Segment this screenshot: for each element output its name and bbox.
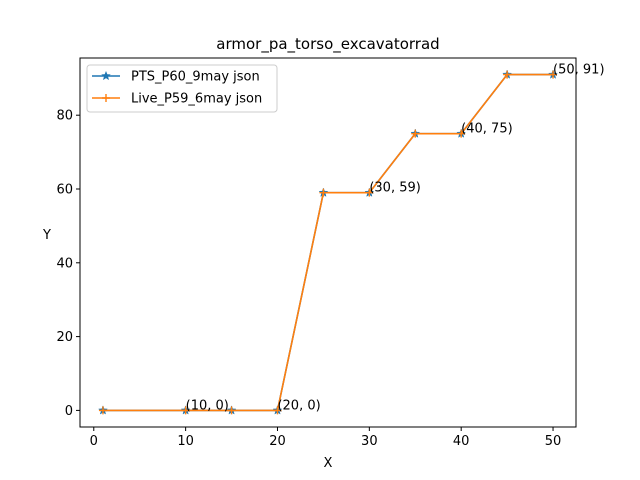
legend: PTS_P60_9may json Live_P59_6may json: [86, 64, 278, 113]
y-axis-label: Y: [42, 228, 51, 243]
data-point: [273, 406, 282, 415]
series-2: [98, 70, 558, 415]
point-annotation: (20, 0): [277, 398, 320, 413]
chart-title: armor_pa_torso_excavatorrad: [216, 35, 439, 54]
legend-marker: [102, 94, 110, 102]
y-tick-label: 40: [56, 256, 73, 271]
x-axis: 0 10 20 30 40 50: [90, 427, 562, 449]
x-tick-label: 50: [545, 434, 562, 449]
y-tick-label: 60: [56, 182, 73, 197]
x-tick-label: 30: [361, 434, 378, 449]
series-line: [102, 73, 554, 412]
point-annotation: (50, 91): [553, 63, 605, 78]
data-point: [457, 129, 466, 138]
legend-entry: Live_P59_6may json: [92, 92, 262, 107]
point-annotation: (40, 75): [461, 122, 513, 137]
y-tick-label: 80: [56, 109, 73, 124]
legend-box: [86, 64, 278, 113]
y-axis: 0 20 40 60 80: [56, 109, 80, 419]
data-point: [411, 129, 420, 138]
x-tick-label: 40: [453, 434, 470, 449]
x-tick-label: 20: [269, 434, 286, 449]
legend-marker: [101, 70, 111, 81]
y-tick-label: 20: [56, 330, 73, 345]
data-point: [503, 70, 512, 79]
point-annotation: (30, 59): [369, 181, 421, 196]
data-point: [549, 70, 558, 79]
data-point: [181, 406, 190, 415]
x-tick-label: 10: [177, 434, 194, 449]
data-point: [98, 406, 107, 415]
y-tick-label: 0: [65, 404, 73, 419]
annotation-layer: (10, 0) (20, 0) (30, 59) (40, 75) (50, 91): [186, 63, 605, 414]
data-point: [227, 406, 236, 415]
x-axis-label: X: [324, 456, 333, 471]
legend-label: Live_P59_6may json: [131, 92, 262, 107]
series-layer: [98, 69, 558, 415]
point-annotation: (10, 0): [186, 398, 229, 413]
data-point: [319, 188, 328, 197]
x-tick-label: 0: [90, 434, 98, 449]
legend-entry: PTS_P60_9may json: [92, 70, 260, 85]
plot-area: [79, 57, 577, 428]
legend-label: PTS_P60_9may json: [131, 70, 260, 85]
data-point: [365, 188, 374, 197]
